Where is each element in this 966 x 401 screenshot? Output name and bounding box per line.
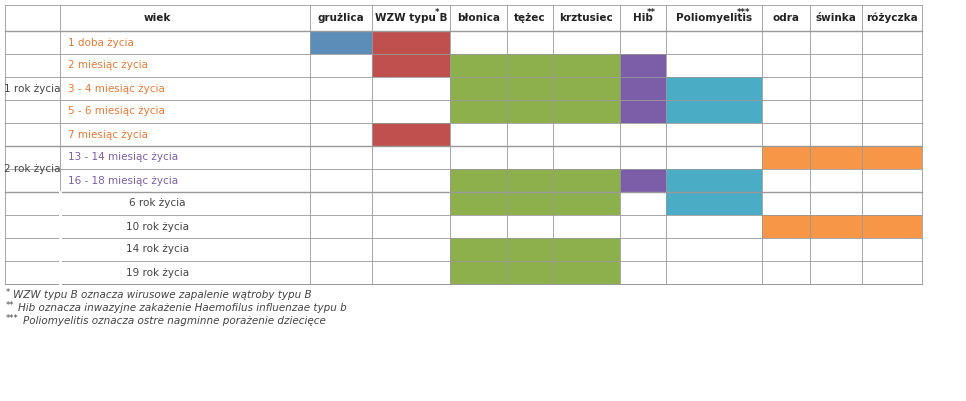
Text: 7 miesiąc życia: 7 miesiąc życia: [68, 130, 148, 140]
Bar: [862, 146, 922, 169]
Bar: [553, 192, 620, 215]
Text: 13 - 14 miesiąc życia: 13 - 14 miesiąc życia: [68, 152, 178, 162]
Text: Poliomyelitis oznacza ostre nagminne porażenie dziecięce: Poliomyelitis oznacza ostre nagminne por…: [23, 316, 326, 326]
Text: świnka: świnka: [815, 13, 857, 23]
Text: 1 doba życia: 1 doba życia: [68, 38, 134, 47]
Bar: [372, 54, 450, 77]
Bar: [450, 77, 507, 100]
Bar: [450, 192, 507, 215]
Text: ***: ***: [737, 8, 751, 18]
Bar: [507, 54, 553, 77]
Text: krztusiec: krztusiec: [559, 13, 613, 23]
Bar: [666, 169, 762, 192]
Text: 16 - 18 miesiąc życia: 16 - 18 miesiąc życia: [68, 176, 178, 186]
Bar: [762, 215, 810, 238]
Text: Hib oznacza inwazyjne zakażenie Haemofilus influenzae typu b: Hib oznacza inwazyjne zakażenie Haemofil…: [18, 303, 347, 313]
Text: Poliomyelitis: Poliomyelitis: [676, 13, 753, 23]
Bar: [553, 54, 620, 77]
Text: błonica: błonica: [457, 13, 500, 23]
Bar: [666, 77, 762, 100]
Text: 1 rok życia: 1 rok życia: [4, 83, 61, 93]
Text: **: **: [646, 8, 656, 18]
Bar: [507, 261, 553, 284]
Text: tężec: tężec: [514, 13, 546, 23]
Bar: [620, 100, 666, 123]
Bar: [310, 31, 372, 54]
Bar: [450, 54, 507, 77]
Text: 6 rok życia: 6 rok życia: [129, 198, 185, 209]
Bar: [450, 261, 507, 284]
Text: Hib: Hib: [633, 13, 653, 23]
Bar: [553, 77, 620, 100]
Bar: [620, 77, 666, 100]
Bar: [810, 146, 862, 169]
Bar: [666, 192, 762, 215]
Text: różyczka: różyczka: [867, 13, 918, 23]
Text: wiek: wiek: [144, 13, 171, 23]
Text: 10 rok życia: 10 rok życia: [126, 221, 189, 231]
Bar: [507, 238, 553, 261]
Bar: [507, 77, 553, 100]
Text: 5 - 6 miesiąc życia: 5 - 6 miesiąc życia: [68, 107, 165, 117]
Text: 19 rok życia: 19 rok życia: [126, 267, 189, 277]
Bar: [553, 100, 620, 123]
Bar: [507, 169, 553, 192]
Bar: [450, 169, 507, 192]
Bar: [450, 238, 507, 261]
Bar: [450, 100, 507, 123]
Text: WZW typu B oznacza wirusowe zapalenie wątroby typu B: WZW typu B oznacza wirusowe zapalenie wą…: [13, 290, 312, 300]
Text: odra: odra: [773, 13, 800, 23]
Bar: [620, 54, 666, 77]
Bar: [810, 215, 862, 238]
Bar: [620, 169, 666, 192]
Text: WZW typu B: WZW typu B: [375, 13, 447, 23]
Text: ***: ***: [6, 314, 18, 323]
Text: 3 - 4 miesiąc życia: 3 - 4 miesiąc życia: [68, 83, 165, 93]
Text: grużlica: grużlica: [318, 13, 364, 23]
Text: 2 rok życia: 2 rok życia: [4, 164, 61, 174]
Bar: [507, 100, 553, 123]
Text: *: *: [435, 8, 440, 18]
Bar: [862, 215, 922, 238]
Bar: [553, 238, 620, 261]
Text: **: **: [6, 301, 14, 310]
Bar: [507, 192, 553, 215]
Bar: [553, 261, 620, 284]
Text: *: *: [6, 288, 11, 297]
Bar: [372, 123, 450, 146]
Bar: [5, 5, 922, 284]
Text: 2 miesiąc życia: 2 miesiąc życia: [68, 61, 148, 71]
Bar: [553, 169, 620, 192]
Bar: [762, 146, 810, 169]
Bar: [372, 31, 450, 54]
Text: 14 rok życia: 14 rok życia: [126, 245, 189, 255]
Bar: [666, 100, 762, 123]
